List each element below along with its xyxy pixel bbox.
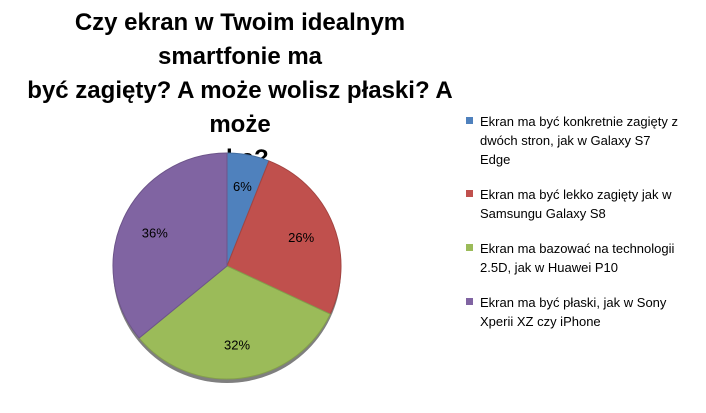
legend-swatch-1 [466, 117, 473, 124]
legend-text-2: Ekran ma być lekko zagięty jak w Samsung… [480, 185, 702, 223]
pie-slice-4 [112, 152, 228, 339]
pie-slice-label-4: 36% [142, 225, 168, 240]
legend-text-2-line-2: Samsungu Galaxy S8 [480, 206, 606, 221]
legend: Ekran ma być konkretnie zagięty z dwóch … [466, 112, 702, 347]
legend-swatch-2 [466, 190, 473, 197]
legend-text-4-line-1: Ekran ma być płaski, jak w Sony [480, 295, 667, 310]
legend-text-1: Ekran ma być konkretnie zagięty z dwóch … [480, 112, 702, 169]
legend-text-4-line-2: Xperii XZ czy iPhone [480, 314, 601, 329]
legend-text-4: Ekran ma być płaski, jak w Sony Xperii X… [480, 293, 702, 331]
pie-slice-3 [138, 265, 331, 380]
legend-item-2: Ekran ma być lekko zagięty jak w Samsung… [466, 185, 702, 223]
pie-slice-2 [226, 160, 342, 315]
legend-item-3: Ekran ma bazować na technologii 2.5D, ja… [466, 239, 702, 277]
legend-text-1-line-1: Ekran ma być konkretnie zagięty z [480, 114, 678, 129]
legend-text-3-line-2: 2.5D, jak w Huawei P10 [480, 260, 619, 275]
legend-swatch-4 [466, 298, 473, 305]
legend-text-3-line-1: Ekran ma bazować na technologii [480, 241, 675, 256]
pie-slice-label-2: 26% [288, 230, 314, 245]
legend-text-1-line-2: dwóch stron, jak w Galaxy S7 [480, 133, 651, 148]
legend-swatch-3 [466, 244, 473, 251]
pie-slice-label-1: 6% [233, 179, 252, 194]
chart-title-line-1: Czy ekran w Twoim idealnym smartfonie ma [74, 9, 406, 70]
legend-text-2-line-1: Ekran ma być lekko zagięty jak w [480, 187, 672, 202]
pie-slice-label-3: 32% [224, 337, 250, 352]
legend-text-3: Ekran ma bazować na technologii 2.5D, ja… [480, 239, 702, 277]
legend-text-1-line-3: Edge [480, 152, 511, 167]
legend-item-1: Ekran ma być konkretnie zagięty z dwóch … [466, 112, 702, 169]
legend-item-4: Ekran ma być płaski, jak w Sony Xperii X… [466, 293, 702, 331]
chart-title-line-2: być zagięty? A może wolisz płaski? A moż… [27, 77, 453, 138]
